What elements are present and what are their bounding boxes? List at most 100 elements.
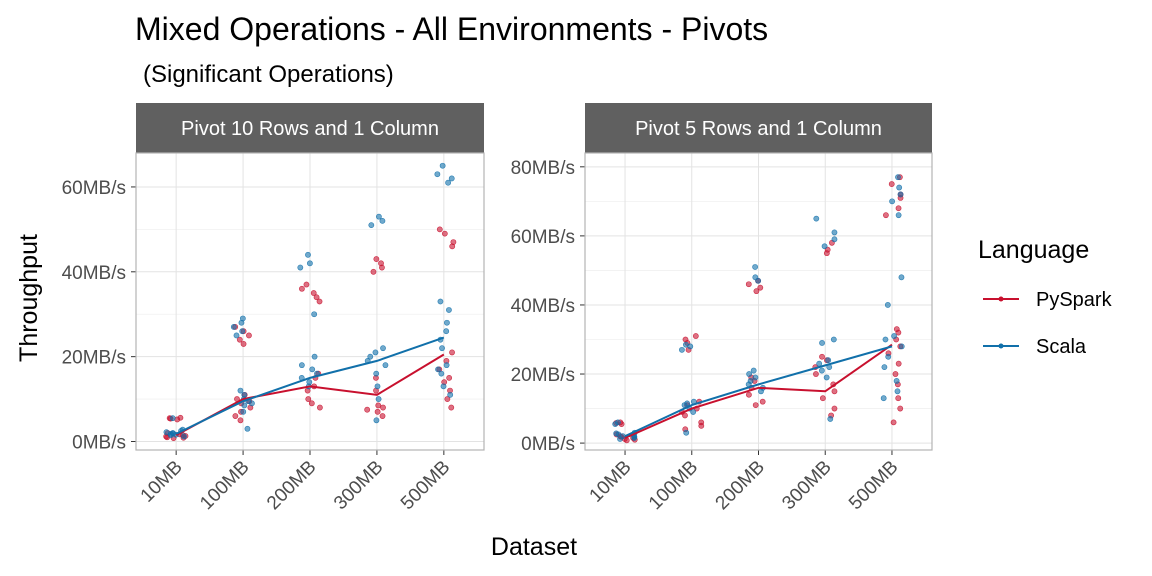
data-point-scala: [821, 243, 828, 250]
legend-label-scala: Scala: [1036, 336, 1087, 358]
data-point-pyspark: [888, 181, 895, 187]
data-point-scala: [831, 229, 838, 236]
data-point-scala: [444, 319, 450, 326]
x-tick-label: 500MB: [845, 457, 902, 514]
data-point-scala: [230, 324, 237, 330]
data-point-scala: [446, 307, 452, 313]
data-point-pyspark: [692, 333, 699, 339]
y-tick-label: 20MB/s: [62, 348, 126, 369]
data-point-pyspark: [379, 413, 386, 419]
y-tick-label: 80MB/s: [511, 158, 575, 179]
data-point-scala: [233, 332, 240, 339]
legend-label-pyspark: PySpark: [1036, 289, 1113, 311]
data-point-scala: [682, 341, 689, 348]
data-point-pyspark: [317, 404, 323, 411]
x-tick-label: 10MB: [137, 457, 187, 507]
data-point-scala: [307, 260, 313, 267]
data-point-scala: [438, 370, 445, 377]
data-point-pyspark: [895, 360, 902, 367]
chart-title: Mixed Operations - All Environments - Pi…: [135, 11, 768, 47]
data-point-pyspark: [831, 388, 838, 395]
legend-dot-scala: [998, 343, 1004, 349]
data-point-scala: [439, 162, 446, 169]
legend: Language PySpark Scala: [978, 236, 1113, 358]
data-point-pyspark: [373, 256, 380, 262]
y-tick-label: 0MB/s: [72, 433, 126, 454]
data-point-scala: [374, 383, 381, 390]
facet-panels: Pivot 10 Rows and 1 Column 0MB/s 20MB/s 40M…: [62, 103, 933, 514]
y-axis-title: Throughput: [15, 234, 43, 362]
data-point-pyspark: [305, 396, 312, 402]
data-point-scala: [437, 298, 444, 305]
data-point-scala: [241, 402, 248, 409]
data-point-scala: [831, 236, 838, 243]
data-point-pyspark: [759, 398, 766, 405]
y-tick-label: 40MB/s: [62, 263, 126, 284]
data-point-scala: [617, 436, 623, 442]
data-point-pyspark: [378, 260, 384, 267]
mean-line-pyspark: [624, 343, 893, 439]
data-point-scala: [382, 362, 389, 369]
y-tick-label: 20MB/s: [511, 365, 575, 386]
data-point-scala: [816, 360, 823, 367]
data-point-scala: [380, 345, 386, 352]
data-point-pyspark: [374, 408, 381, 415]
data-point-scala: [889, 198, 896, 205]
data-point-scala: [311, 353, 318, 360]
data-point-pyspark: [299, 285, 305, 292]
mean-line-scala: [624, 345, 893, 438]
data-point-scala: [440, 383, 447, 390]
data-point-pyspark: [446, 374, 453, 381]
data-point-pyspark: [698, 422, 705, 429]
data-point-scala: [379, 217, 386, 224]
facet-strip-label: Pivot 5 Rows and 1 Column: [635, 118, 882, 140]
facet-strip: [585, 103, 932, 153]
panel-border: [135, 152, 485, 451]
data-point-scala: [448, 175, 455, 182]
data-point-scala: [298, 362, 305, 369]
data-point-pyspark: [310, 290, 317, 296]
data-point-scala: [882, 336, 889, 343]
data-point-pyspark: [831, 405, 838, 412]
data-point-scala: [827, 416, 834, 422]
y-tick-label: 40MB/s: [511, 296, 575, 317]
data-point-pyspark: [745, 281, 752, 288]
data-point-scala: [237, 387, 244, 394]
x-tick-label: 100MB: [645, 457, 702, 514]
data-point-scala: [170, 430, 177, 437]
x-tick-label: 200MB: [263, 457, 320, 514]
data-point-scala: [311, 311, 318, 318]
data-point-scala: [747, 378, 754, 384]
data-point-pyspark: [240, 341, 247, 347]
data-point-pyspark: [316, 298, 323, 305]
data-point-scala: [443, 362, 450, 369]
data-point-scala: [373, 417, 380, 424]
data-point-pyspark: [436, 226, 443, 233]
y-tick-label: 60MB/s: [62, 178, 126, 199]
x-tick-label: 100MB: [196, 457, 253, 514]
data-point-scala: [169, 415, 176, 422]
data-point-scala: [163, 429, 170, 436]
data-point-scala: [895, 212, 902, 219]
data-point-pyspark: [364, 406, 371, 413]
data-point-scala: [813, 215, 820, 222]
data-point-scala: [880, 395, 887, 402]
data-point-scala: [240, 408, 247, 415]
x-tick-label: 300MB: [330, 457, 387, 514]
data-point-pyspark: [753, 288, 760, 295]
data-point-pyspark: [746, 391, 752, 398]
data-point-scala: [305, 251, 311, 258]
data-point-scala: [679, 346, 685, 353]
facet-strip-label: Pivot 10 Rows and 1 Column: [181, 118, 439, 140]
data-point-scala: [819, 340, 825, 346]
data-point-scala: [752, 264, 759, 270]
facet-panel-2: Pivot 5 Rows and 1 Column 0MB/s 20MB/s 40MB…: [511, 103, 933, 514]
data-point-pyspark: [819, 395, 826, 402]
data-point-scala: [612, 421, 619, 427]
data-point-scala: [373, 370, 380, 377]
data-point-pyspark: [303, 281, 310, 288]
panel-border: [584, 152, 933, 451]
data-point-scala: [241, 391, 248, 398]
data-point-scala: [375, 213, 382, 220]
